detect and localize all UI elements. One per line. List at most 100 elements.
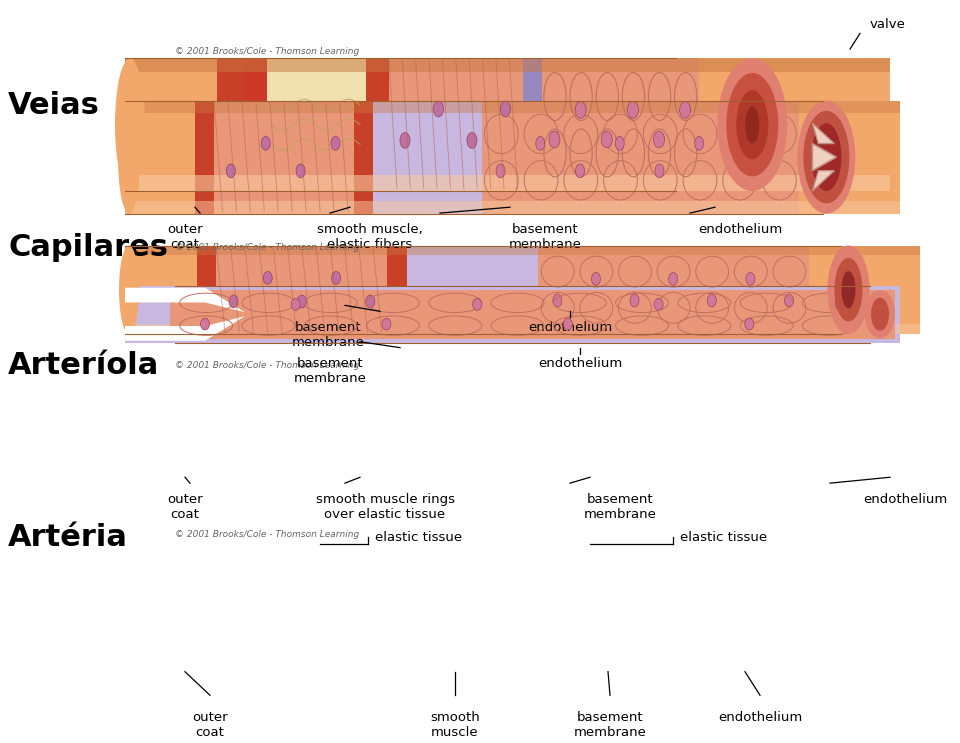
Ellipse shape [774,137,783,150]
Ellipse shape [695,137,704,150]
Ellipse shape [115,59,145,191]
Bar [195,100,214,213]
Text: Arteríola: Arteríola [8,351,159,380]
Text: © 2001 Brooks/Cole - Thomson Learning: © 2001 Brooks/Cole - Thomson Learning [175,47,359,56]
Ellipse shape [500,101,511,117]
Text: basement
membrane: basement membrane [294,357,367,386]
Text: outer
coat: outer coat [167,493,203,521]
Text: © 2001 Brooks/Cole - Thomson Learning: © 2001 Brooks/Cole - Thomson Learning [175,530,359,539]
Bar [125,59,890,72]
Ellipse shape [615,137,624,150]
Ellipse shape [331,271,341,285]
Bar [125,245,197,334]
Ellipse shape [467,132,477,149]
Bar [125,324,920,334]
Text: elastic tissue: elastic tissue [680,531,767,544]
Bar [699,59,890,191]
Bar [125,100,195,213]
Ellipse shape [708,294,716,307]
Text: basement
membrane: basement membrane [584,493,657,521]
Ellipse shape [736,90,768,159]
Bar [125,286,900,343]
Ellipse shape [669,273,678,285]
Ellipse shape [811,123,841,191]
Ellipse shape [366,295,374,308]
Bar [523,59,542,191]
Ellipse shape [680,102,690,118]
Ellipse shape [828,245,870,334]
Bar [244,59,267,191]
Bar [800,100,900,213]
Bar [373,100,482,213]
Text: © 2001 Brooks/Cole - Thomson Learning: © 2001 Brooks/Cole - Thomson Learning [175,361,359,370]
Text: basement
membrane: basement membrane [292,321,365,349]
Text: elastic tissue: elastic tissue [375,531,462,544]
Ellipse shape [291,299,300,311]
Ellipse shape [745,106,759,143]
Ellipse shape [717,59,787,191]
Bar [197,245,216,334]
Ellipse shape [496,164,505,178]
Text: smooth muscle,
elastic fibers: smooth muscle, elastic fibers [317,223,422,251]
Text: © 2001 Brooks/Cole - Thomson Learning: © 2001 Brooks/Cole - Thomson Learning [175,243,359,252]
Ellipse shape [835,299,845,311]
Ellipse shape [784,294,794,307]
Bar [542,59,699,191]
Bar [125,201,900,213]
Polygon shape [812,143,836,171]
Ellipse shape [575,164,585,178]
Ellipse shape [472,299,482,311]
Bar [366,59,389,191]
Ellipse shape [331,137,340,150]
Ellipse shape [536,137,544,150]
Bar [170,290,895,339]
Bar [267,59,366,191]
Ellipse shape [601,131,612,148]
Ellipse shape [564,318,572,330]
Ellipse shape [804,111,850,204]
Ellipse shape [630,294,639,307]
Bar [125,245,920,256]
Ellipse shape [549,131,560,148]
Bar [407,245,539,334]
Text: smooth muscle rings
over elastic tissue: smooth muscle rings over elastic tissue [316,493,454,521]
Bar [353,100,373,213]
Ellipse shape [434,101,444,117]
Ellipse shape [654,131,664,148]
Bar [539,245,808,334]
Polygon shape [125,317,245,341]
Bar [125,175,890,191]
Ellipse shape [591,273,600,285]
Ellipse shape [553,294,562,307]
Bar [125,100,900,114]
Bar [214,100,353,213]
Ellipse shape [746,273,755,285]
Polygon shape [812,123,834,143]
Bar [389,59,523,191]
Text: Artéria: Artéria [8,522,128,551]
Ellipse shape [382,318,391,330]
Text: outer
coat: outer coat [192,711,228,739]
Text: endothelium: endothelium [863,493,948,506]
Text: Capilares: Capilares [8,233,168,262]
Ellipse shape [229,295,238,308]
Bar [216,245,387,334]
Bar [387,245,407,334]
Bar [217,59,244,191]
Text: Veias: Veias [8,91,100,120]
Ellipse shape [871,298,889,331]
Text: basement
membrane: basement membrane [509,223,582,251]
Text: basement
membrane: basement membrane [573,711,646,739]
Ellipse shape [745,318,754,330]
Bar [482,100,800,213]
Ellipse shape [400,132,410,149]
Ellipse shape [734,164,743,178]
Ellipse shape [575,102,587,118]
Ellipse shape [201,318,209,330]
Ellipse shape [727,73,779,176]
Ellipse shape [119,245,139,334]
Ellipse shape [628,102,638,118]
Text: outer
coat: outer coat [167,223,203,251]
Text: endothelium: endothelium [698,223,782,236]
Ellipse shape [118,100,140,213]
